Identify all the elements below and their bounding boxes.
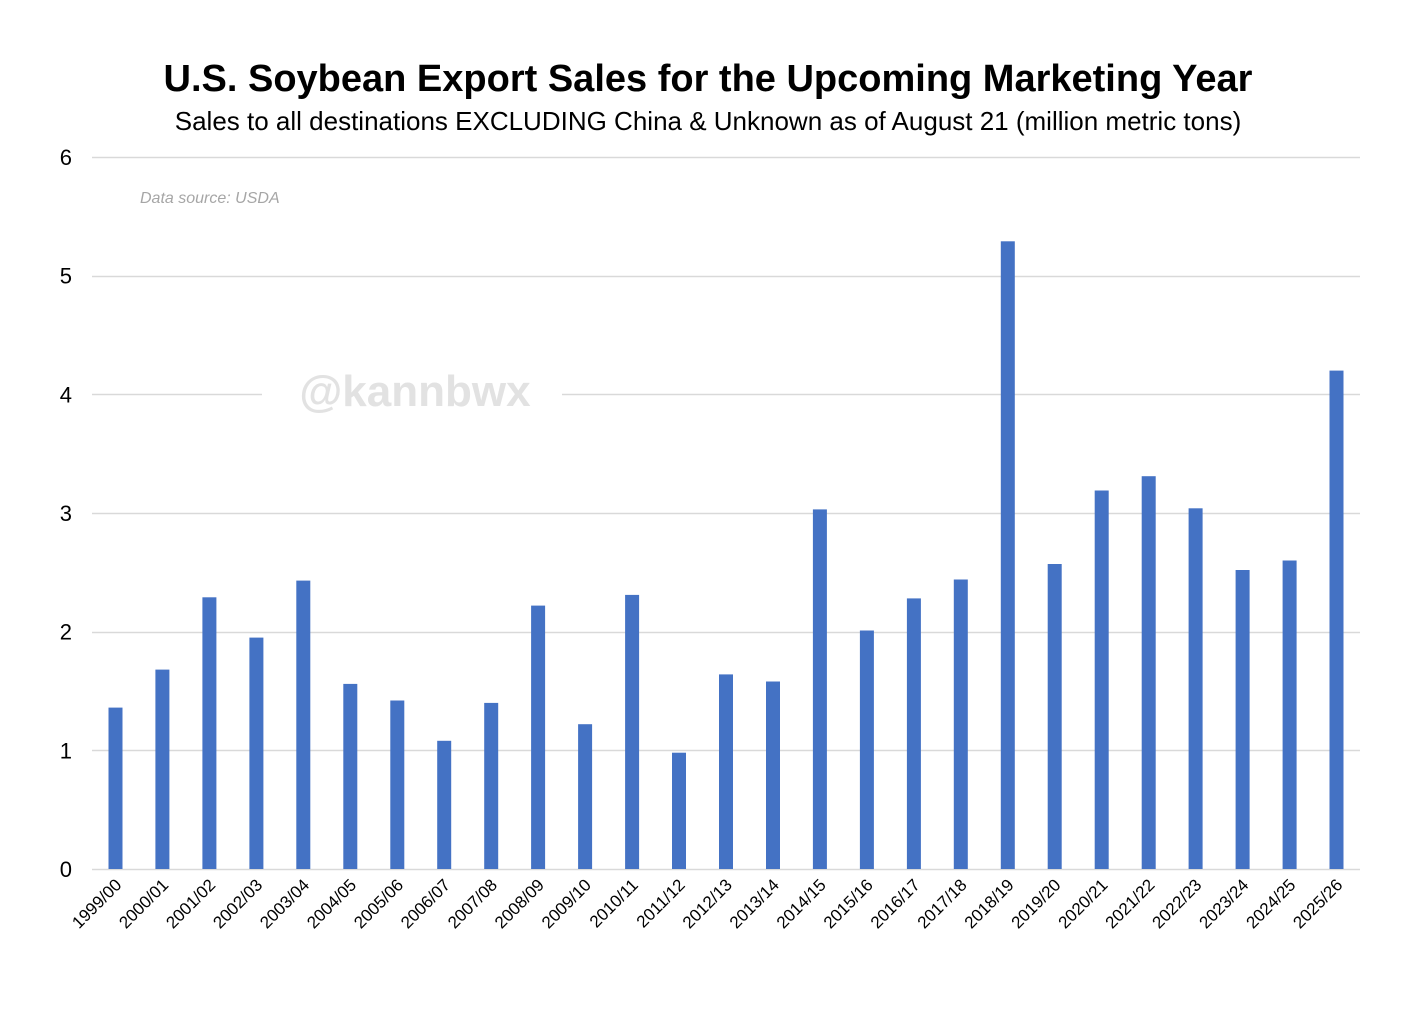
watermark-background — [262, 368, 562, 420]
x-tick-label: 2021/22 — [1102, 875, 1159, 932]
x-tick-label: 2019/20 — [1008, 875, 1065, 932]
bar-2001-02 — [202, 597, 217, 869]
x-tick-label: 2022/23 — [1149, 875, 1206, 932]
bar-2011-12 — [672, 752, 686, 869]
y-tick-label: 3 — [60, 501, 72, 526]
x-tick-label: 2003/04 — [256, 875, 313, 932]
bar-2010-11 — [625, 594, 640, 869]
bar-2014-15 — [812, 509, 827, 869]
chart-subtitle: Sales to all destinations EXCLUDING Chin… — [174, 106, 1242, 136]
bar-2022-23 — [1188, 508, 1203, 869]
bar-2023-24 — [1235, 570, 1250, 869]
watermark: @kannbwx — [299, 367, 531, 416]
bar-1999-00 — [108, 707, 123, 869]
x-tick-label: 2024/25 — [1243, 875, 1300, 932]
bar-2024-25 — [1282, 560, 1297, 869]
source-note: Data source: USDA — [140, 190, 280, 207]
y-tick-label: 0 — [60, 857, 72, 882]
x-tick-label: 1999/00 — [68, 875, 125, 932]
x-tick-label: 2014/15 — [773, 875, 830, 932]
x-tick-label: 2015/16 — [820, 875, 877, 932]
y-tick-label: 6 — [60, 145, 72, 170]
y-tick-label: 1 — [60, 738, 72, 763]
bar-2003-04 — [296, 580, 311, 869]
x-tick-label: 2001/02 — [162, 875, 219, 932]
x-tick-label: 2004/05 — [303, 875, 360, 932]
x-tick-label: 2010/11 — [586, 875, 642, 931]
y-tick-label: 2 — [60, 620, 72, 645]
x-tick-label: 2012/13 — [679, 875, 736, 932]
bar-2000-01 — [155, 669, 170, 869]
bar-2012-13 — [719, 674, 733, 869]
x-tick-label: 2020/21 — [1055, 875, 1112, 932]
x-tick-label: 2013/14 — [726, 875, 783, 932]
bar-2009-10 — [578, 724, 593, 869]
x-tick-label: 2005/06 — [350, 875, 407, 932]
bar-2018-19 — [1000, 241, 1015, 870]
bar-2004-05 — [343, 683, 358, 869]
bar-2020-21 — [1094, 490, 1109, 869]
x-tick-label: 2011/12 — [633, 875, 689, 931]
x-tick-label: 2007/08 — [444, 875, 501, 932]
x-axis: 1999/002000/012001/022002/032003/042004/… — [68, 875, 1346, 932]
x-tick-label: 2023/24 — [1196, 875, 1253, 932]
bar-2021-22 — [1141, 476, 1156, 869]
y-tick-label: 5 — [60, 264, 72, 289]
x-tick-label: 2000/01 — [115, 875, 172, 932]
y-tick-label: 4 — [60, 382, 72, 407]
bar-2013-14 — [766, 681, 780, 869]
x-tick-label: 2009/10 — [538, 875, 595, 932]
x-tick-label: 2017/18 — [914, 875, 971, 932]
bar-2007-08 — [484, 702, 499, 869]
x-tick-label: 2018/19 — [961, 875, 1018, 932]
x-tick-label: 2002/03 — [209, 875, 266, 932]
bar-2006-07 — [437, 740, 452, 869]
x-tick-label: 2016/17 — [867, 875, 924, 932]
x-tick-label: 2006/07 — [397, 875, 454, 932]
bar-2008-09 — [531, 605, 546, 869]
bar-2015-16 — [859, 630, 874, 869]
bar-2017-18 — [953, 579, 968, 869]
chart-title: U.S. Soybean Export Sales for the Upcomi… — [163, 58, 1253, 100]
bar-2005-06 — [390, 700, 405, 869]
bars — [108, 241, 1344, 870]
bar-2016-17 — [906, 598, 921, 869]
bar-2019-20 — [1047, 564, 1062, 869]
x-tick-label: 2008/09 — [491, 875, 548, 932]
bar-2025-26 — [1329, 370, 1344, 869]
x-tick-label: 2025/26 — [1289, 875, 1346, 932]
y-axis: 0 1 2 3 4 5 6 — [60, 145, 72, 882]
bar-2002-03 — [249, 637, 264, 869]
